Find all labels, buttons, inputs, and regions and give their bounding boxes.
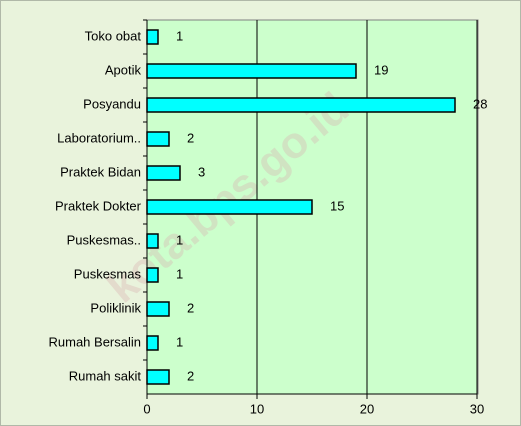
bar xyxy=(146,131,170,147)
bar xyxy=(146,63,357,79)
x-tick-label: 0 xyxy=(143,401,150,416)
y-tick-label: Laboratorium.. xyxy=(57,130,141,145)
x-tick-label: 20 xyxy=(360,401,374,416)
y-tick-label: Toko obat xyxy=(85,28,142,43)
data-label: 2 xyxy=(187,368,194,383)
y-tick-label: Praktek Bidan xyxy=(60,164,141,179)
y-tick-label: Posyandu xyxy=(83,96,141,111)
bar xyxy=(146,335,159,351)
data-label: 1 xyxy=(176,28,183,43)
data-label: 1 xyxy=(176,334,183,349)
y-tick-label: Puskesmas.. xyxy=(67,232,141,247)
bar xyxy=(146,29,159,45)
y-tick-label: Rumah sakit xyxy=(69,368,142,383)
bar xyxy=(146,233,159,249)
bar xyxy=(146,301,170,317)
x-tick-label: 30 xyxy=(470,401,484,416)
data-label: 1 xyxy=(176,266,183,281)
data-label: 28 xyxy=(473,96,487,111)
bar xyxy=(146,97,456,113)
y-tick-label: Apotik xyxy=(105,62,142,77)
x-tick-label: 10 xyxy=(250,401,264,416)
data-label: 2 xyxy=(187,300,194,315)
bar xyxy=(146,165,181,181)
data-label: 3 xyxy=(198,164,205,179)
data-label: 1 xyxy=(176,232,183,247)
y-tick-label: Poliklinik xyxy=(90,300,141,315)
bar xyxy=(146,267,159,283)
y-tick-label: Praktek Dokter xyxy=(55,198,142,213)
y-tick-label: Rumah Bersalin xyxy=(49,334,142,349)
data-label: 15 xyxy=(330,198,344,213)
bar xyxy=(146,199,313,215)
data-label: 2 xyxy=(187,130,194,145)
y-tick-label: Puskesmas xyxy=(74,266,142,281)
bar xyxy=(146,369,170,385)
data-label: 19 xyxy=(374,62,388,77)
